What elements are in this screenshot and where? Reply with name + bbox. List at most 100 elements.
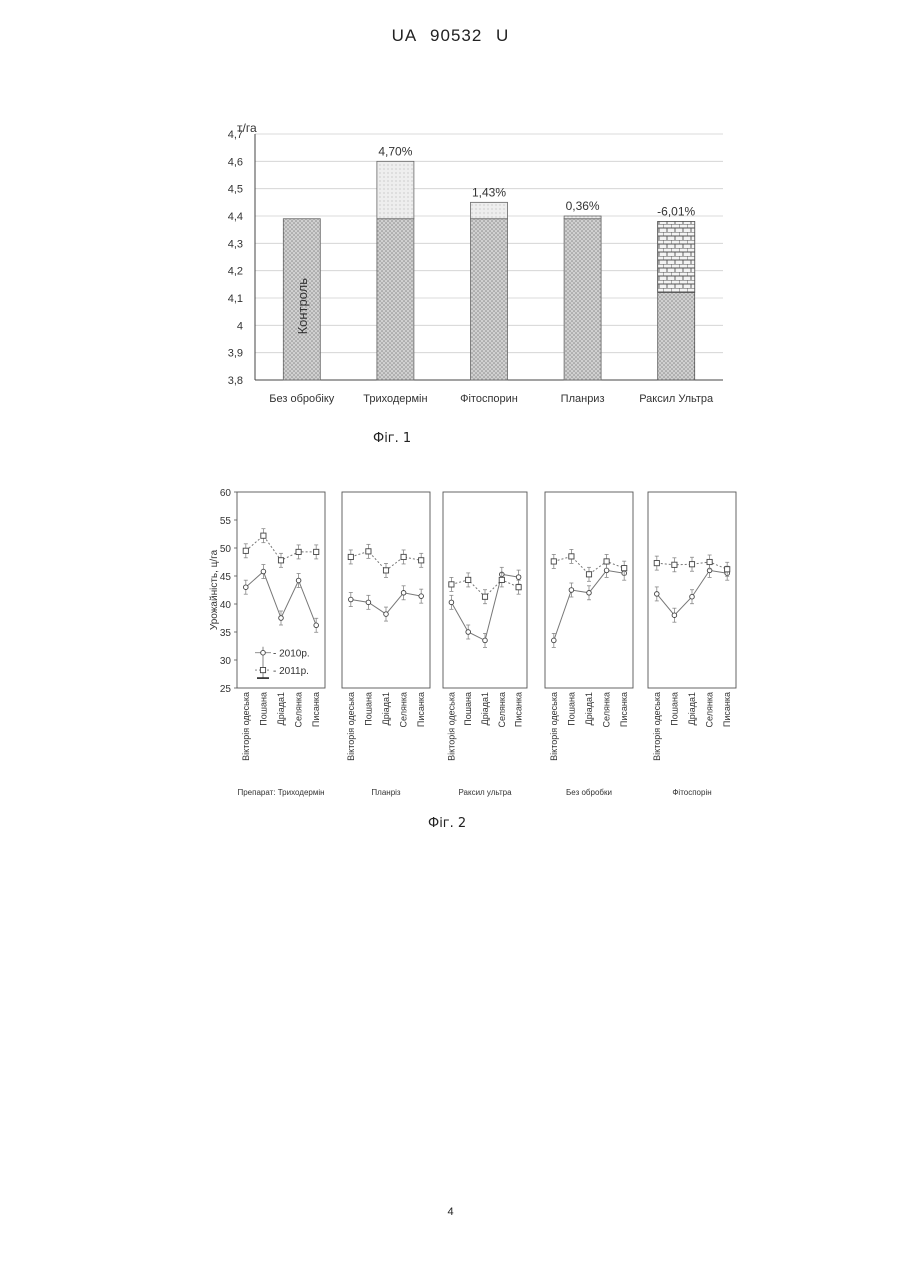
x-tick-label: Пошана	[669, 692, 679, 726]
bar-increase-segment	[564, 216, 601, 219]
bar-chart: 4,74,64,54,44,34,24,143,93,8т/га 4,70%1,…	[215, 112, 735, 412]
y-tick-label: 4,4	[228, 211, 243, 223]
data-point-2011	[383, 568, 388, 573]
data-point-2010	[655, 592, 660, 597]
x-tick-label: Селянка	[602, 692, 612, 727]
y-tick-label: 4,6	[228, 156, 243, 168]
data-point-2011	[707, 559, 712, 564]
bar-increase-segment	[471, 202, 508, 218]
legend-label-2011: - 2011р.	[273, 666, 309, 677]
y-tick-label: 55	[220, 516, 232, 527]
data-point-2010	[296, 578, 301, 583]
data-point-2011	[569, 554, 574, 559]
data-point-2011	[243, 548, 248, 553]
data-point-2011	[654, 561, 659, 566]
page-number: 4	[0, 1206, 901, 1218]
x-tick-label: Селянка	[705, 692, 715, 727]
data-point-2011	[466, 577, 471, 582]
data-point-2011	[622, 566, 627, 571]
x-tick-label: Без обробіку	[269, 393, 335, 405]
x-tick-label: Дріада1	[584, 692, 594, 725]
data-point-2010	[552, 638, 557, 643]
y-tick-label: 3,9	[228, 348, 243, 360]
x-tick-label: Писанка	[311, 692, 321, 727]
data-point-2011	[689, 562, 694, 567]
panel-title: Препарат: Триходермін	[237, 788, 324, 797]
figure-1-caption: Фіг. 1	[373, 431, 411, 446]
figure-2: 6055504540353025Урожайність, ц/га Віктор…	[205, 480, 765, 810]
y-tick-label: 4,2	[228, 266, 243, 278]
data-point-2010	[569, 588, 574, 593]
data-point-2011	[672, 562, 677, 567]
data-point-2011	[314, 549, 319, 554]
bar	[471, 219, 508, 380]
x-tick-label: Дріада1	[480, 692, 490, 725]
data-point-2011	[296, 549, 301, 554]
data-point-2010	[690, 594, 695, 599]
y-tick-label: 25	[220, 684, 232, 695]
data-point-2010	[419, 594, 424, 599]
y-axis-label: Урожайність, ц/га	[209, 549, 220, 630]
series-line-2010	[451, 574, 518, 640]
legend-marker-2010	[261, 650, 266, 655]
x-tick-label: Раксил Ультра	[639, 393, 714, 405]
data-point-2011	[516, 585, 521, 590]
control-label: Контроль	[295, 278, 310, 335]
data-point-2010	[244, 585, 249, 590]
y-tick-label: 45	[220, 572, 232, 583]
figure-2-caption: Фіг. 2	[428, 816, 466, 831]
x-tick-label: Вікторія одеська	[652, 692, 662, 761]
x-tick-label: Дріада1	[381, 692, 391, 725]
panel-title: Раксил ультра	[458, 788, 512, 797]
x-tick-label: Вікторія одеська	[241, 692, 251, 761]
x-tick-label: Писанка	[619, 692, 629, 727]
legend-label-2010: - 2010р.	[273, 649, 310, 660]
panel-title: Планріз	[371, 788, 401, 797]
x-tick-label: Пошана	[363, 692, 373, 726]
x-tick-label: Писанка	[722, 692, 732, 727]
figure-1: 4,74,64,54,44,34,24,143,93,8т/га 4,70%1,…	[215, 112, 735, 417]
bar	[377, 219, 414, 380]
data-point-2010	[672, 613, 677, 618]
x-tick-label: Вікторія одеська	[346, 692, 356, 761]
legend-marker-2011	[260, 667, 265, 672]
x-tick-label: Пошана	[463, 692, 473, 726]
bar	[564, 219, 601, 380]
y-axis-label: т/га	[237, 121, 257, 135]
y-tick-label: 50	[220, 544, 232, 555]
y-tick-label: 4,1	[228, 293, 243, 305]
data-point-2010	[384, 612, 389, 617]
data-point-2011	[419, 558, 424, 563]
bar-value-label: 4,70%	[378, 144, 412, 158]
panel-title: Фітоспорін	[672, 788, 711, 797]
data-point-2010	[349, 597, 354, 602]
x-tick-label: Селянка	[294, 692, 304, 727]
x-tick-label: Пошана	[258, 692, 268, 726]
bar-value-label: 1,43%	[472, 185, 506, 199]
data-point-2010	[279, 616, 284, 621]
x-tick-label: Вікторія одеська	[446, 692, 456, 761]
data-point-2010	[314, 623, 319, 628]
line-chart-panels: 6055504540353025Урожайність, ц/га Віктор…	[205, 480, 765, 805]
y-tick-label: 4	[237, 320, 243, 332]
x-tick-label: Дріада1	[276, 692, 286, 725]
data-point-2010	[261, 569, 266, 574]
data-point-2010	[466, 630, 471, 635]
bar-difference-segment	[658, 221, 695, 292]
x-tick-label: Планриз	[561, 393, 605, 405]
data-point-2010	[587, 591, 592, 596]
data-point-2011	[366, 549, 371, 554]
x-tick-label: Пошана	[566, 692, 576, 726]
y-tick-label: 60	[220, 488, 232, 499]
x-tick-label: Селянка	[399, 692, 409, 727]
panel-frame	[342, 492, 430, 688]
data-point-2010	[449, 600, 454, 605]
x-tick-label: Писанка	[416, 692, 426, 727]
bar-value-label: 0,36%	[566, 199, 600, 213]
x-tick-label: Фітоспорин	[460, 393, 518, 405]
patent-header: UA 90532 U	[0, 26, 901, 46]
y-tick-label: 3,8	[228, 375, 243, 387]
y-tick-label: 30	[220, 656, 232, 667]
data-point-2011	[449, 582, 454, 587]
bar-increase-segment	[377, 161, 414, 218]
